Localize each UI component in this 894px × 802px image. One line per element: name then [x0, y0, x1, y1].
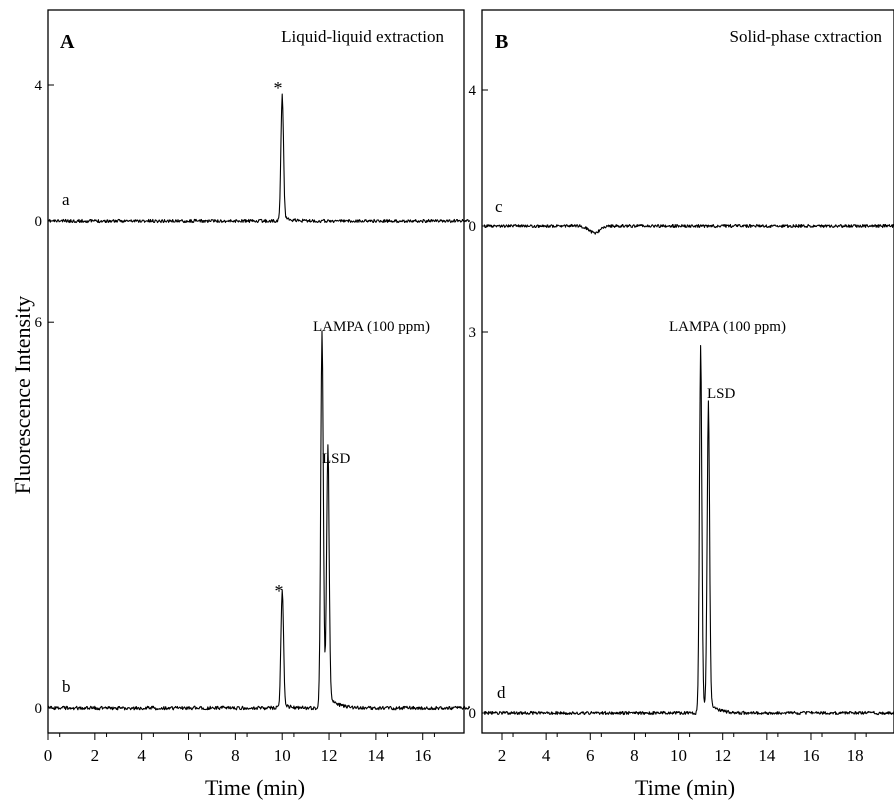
panel-a-letter: A — [60, 31, 75, 53]
y-tick-label: 4 — [469, 83, 477, 99]
panel-frames — [47, 9, 894, 734]
x-tick-label: 12 — [321, 746, 338, 765]
chromatogram-traces — [47, 93, 894, 716]
x-tick-label: 2 — [91, 746, 100, 765]
trace-label-d: d — [497, 683, 506, 702]
x-tick-label: 14 — [367, 746, 385, 765]
y-tick-label: 0 — [35, 214, 43, 230]
trace-label-a: a — [62, 190, 70, 209]
x-axis-label-panel-a: Time (min) — [205, 775, 305, 800]
x-tick-label: 16 — [802, 746, 819, 765]
y-tick-label: 4 — [35, 78, 43, 94]
panel-frame-a — [47, 9, 465, 734]
peak-annotation-star-b: * — [275, 581, 284, 601]
figure-text: Fluorescence Intensity Time (min) Time (… — [10, 27, 882, 800]
x-tick-label: 10 — [670, 746, 687, 765]
panel-b-title: Solid-phase cxtraction — [730, 27, 883, 46]
y-tick-label: 3 — [469, 325, 477, 341]
trace-line-a — [47, 93, 471, 224]
y-tick-label: 0 — [35, 701, 43, 717]
x-tick-label: 8 — [630, 746, 639, 765]
trace-line-c — [483, 223, 894, 235]
x-tick-label: 6 — [586, 746, 595, 765]
trace-line-d — [483, 344, 894, 716]
trace-label-b: b — [62, 677, 71, 696]
panel-frame-b — [481, 9, 894, 734]
y-tick-label: 0 — [469, 706, 477, 722]
x-tick-label: 14 — [758, 746, 776, 765]
x-tick-label: 8 — [231, 746, 240, 765]
peak-annotation-star-a: * — [274, 78, 283, 98]
y-tick-label: 0 — [469, 219, 477, 235]
axis-ticks: 0 2 4 6 8 10 12 14 16 0 4 0 6 2 4 6 8 10 12 14 16 18 0 4 0 3 — [35, 78, 867, 765]
trace-label-c: c — [495, 197, 503, 216]
peak-annotation-lsd-a: LSD — [322, 451, 351, 467]
panel-b-letter: B — [495, 31, 508, 53]
y-tick-label: 6 — [35, 315, 43, 331]
x-tick-label: 4 — [542, 746, 551, 765]
x-tick-label: 18 — [847, 746, 864, 765]
x-tick-label: 0 — [44, 746, 53, 765]
x-axis-label-panel-b: Time (min) — [635, 775, 735, 800]
x-tick-label: 10 — [274, 746, 291, 765]
x-tick-label: 4 — [137, 746, 146, 765]
x-tick-label: 2 — [498, 746, 507, 765]
x-tick-label: 12 — [714, 746, 731, 765]
x-tick-label: 6 — [184, 746, 193, 765]
panel-a-title: Liquid-liquid extraction — [281, 27, 444, 46]
trace-line-b — [47, 330, 471, 711]
peak-annotation-lampa-b: LAMPA (100 ppm) — [669, 319, 786, 335]
y-axis-label: Fluorescence Intensity — [10, 296, 35, 495]
x-tick-label: 16 — [414, 746, 431, 765]
peak-annotation-lampa-a: LAMPA (100 ppm) — [313, 319, 430, 335]
peak-annotation-lsd-b: LSD — [707, 386, 736, 402]
